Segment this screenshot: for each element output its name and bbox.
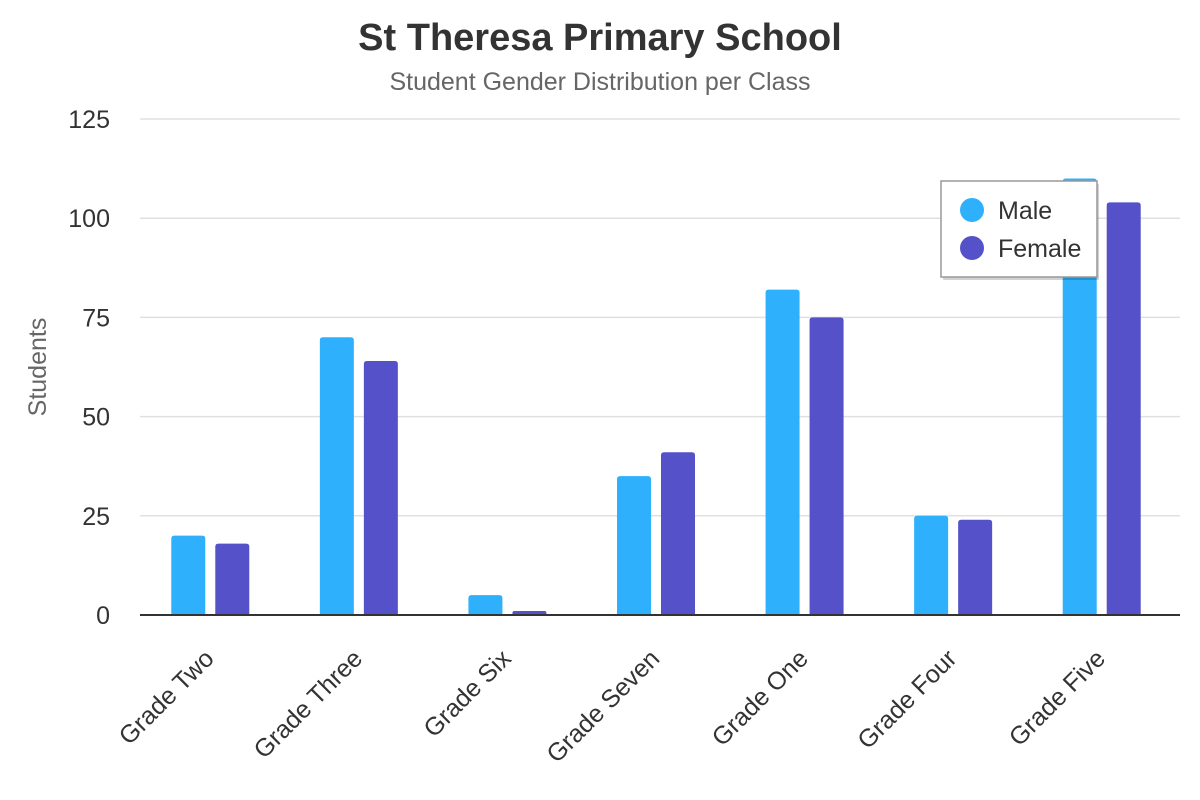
x-tick-label: Grade Five bbox=[1004, 644, 1111, 751]
legend-items: Male Female bbox=[960, 197, 1081, 263]
y-tick-label: 75 bbox=[82, 304, 110, 332]
bar-female-grade-seven bbox=[661, 452, 695, 615]
legend-marker-male bbox=[960, 198, 984, 222]
y-tick-label: 0 bbox=[96, 602, 110, 630]
x-tick-label: Grade Two bbox=[114, 644, 220, 750]
bar-male-grade-seven bbox=[617, 476, 651, 615]
y-axis-ticks: 0 25 50 75 100 125 bbox=[68, 106, 110, 630]
y-tick-label: 25 bbox=[82, 503, 110, 531]
gridlines bbox=[140, 118, 1180, 517]
legend-label-male: Male bbox=[998, 197, 1052, 225]
legend-box bbox=[940, 180, 1098, 278]
bar-female-grade-three bbox=[363, 361, 398, 615]
bars bbox=[171, 178, 1141, 615]
bar-male-grade-five bbox=[1062, 178, 1097, 615]
bar-male-grade-two bbox=[171, 535, 206, 615]
x-tick-label: Grade One bbox=[707, 644, 814, 751]
legend-marker-female bbox=[960, 236, 984, 260]
y-tick-label: 125 bbox=[68, 106, 110, 134]
x-tick-label: Grade Four bbox=[852, 644, 962, 754]
bar-female-grade-five bbox=[1106, 202, 1141, 615]
bar-male-grade-one bbox=[765, 289, 800, 615]
bar-male-grade-four bbox=[914, 515, 949, 615]
x-axis-ticks: Grade Two Grade Three Grade Six Grade Seven… bbox=[114, 644, 1111, 768]
x-tick-label: Grade Six bbox=[418, 644, 517, 743]
y-axis-title: Students bbox=[24, 318, 52, 417]
bar-female-grade-one bbox=[809, 317, 844, 615]
legend: Male Female bbox=[940, 180, 1099, 280]
bar-male-grade-three bbox=[319, 337, 354, 615]
bar-female-grade-four bbox=[958, 519, 993, 615]
y-tick-label: 100 bbox=[68, 205, 110, 233]
y-tick-label: 50 bbox=[82, 404, 110, 432]
bar-female-grade-two bbox=[215, 543, 250, 615]
x-tick-label: Grade Three bbox=[248, 644, 368, 764]
legend-label-female: Female bbox=[998, 235, 1081, 263]
chart-subtitle: Student Gender Distribution per Class bbox=[389, 68, 810, 96]
chart-title: St Theresa Primary School bbox=[358, 17, 842, 59]
x-tick-label: Grade Seven bbox=[541, 644, 665, 768]
bar-male-grade-six bbox=[468, 595, 503, 615]
